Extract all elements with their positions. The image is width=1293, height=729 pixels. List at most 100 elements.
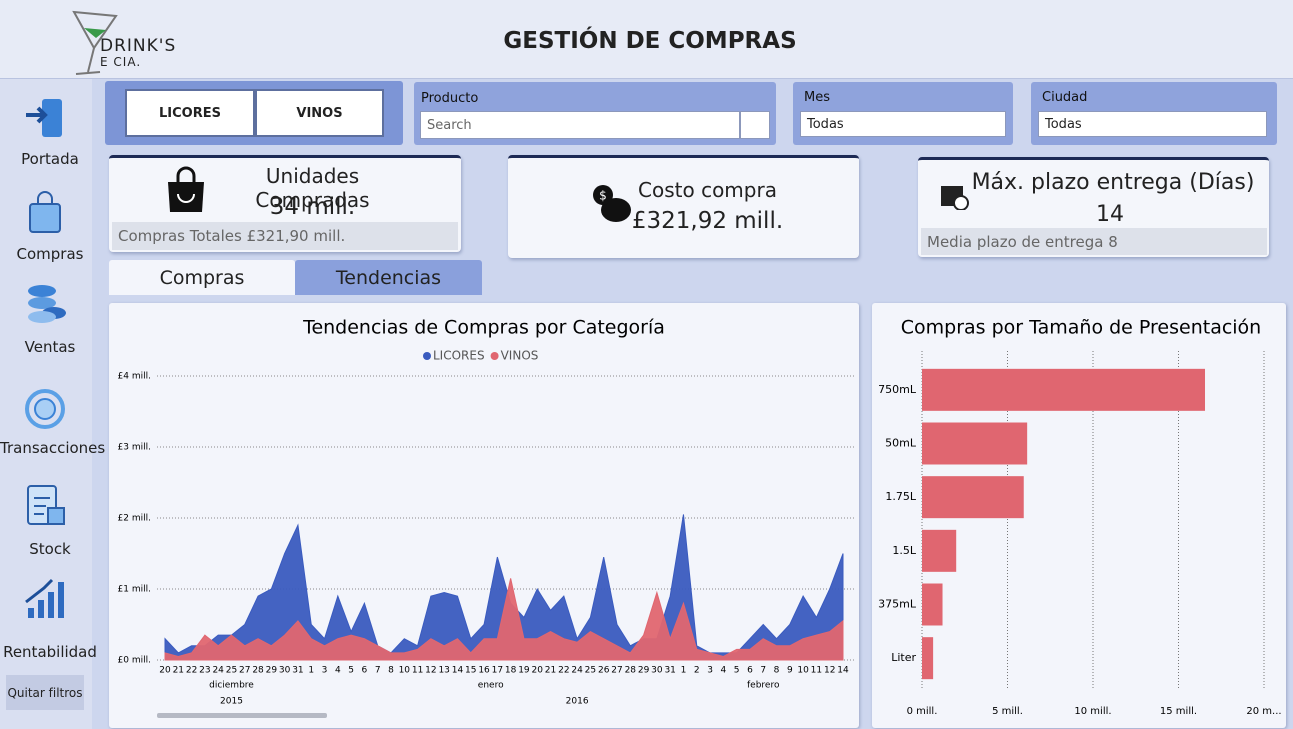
trend-chart: Tendencias de Compras por Categoría £0 m… (118, 317, 854, 718)
kpi-icon (168, 166, 204, 212)
clear-filters-button[interactable]: Quitar filtros (6, 675, 84, 710)
city-dropdown[interactable]: Todas (1038, 111, 1267, 137)
kpi-value: 34 mill. (269, 194, 356, 220)
x-tick-label: 27 (239, 666, 250, 676)
x-tick-label: 15 (465, 666, 476, 676)
y-tick-label: 375mL (878, 598, 917, 611)
year-label: 2015 (220, 697, 243, 707)
x-tick-label: 11 (811, 666, 822, 676)
x-tick-label: 25 (585, 666, 596, 676)
nav-icon (27, 485, 65, 525)
x-tick-label: 15 mill. (1160, 706, 1197, 717)
scrollbar[interactable] (157, 713, 327, 718)
bar (922, 368, 1206, 411)
x-tick-label: 9 (787, 666, 793, 676)
x-tick-label: 7 (375, 666, 381, 676)
legend-label: VINOS (501, 349, 539, 363)
y-tick-label: £4 mill. (118, 372, 151, 382)
nav-item[interactable]: Transacciones (0, 439, 106, 457)
month-label: febrero (747, 681, 780, 691)
y-tick-label: 1.75L (885, 490, 916, 503)
logo-text: DRINK'S (100, 36, 177, 56)
x-tick-label: 8 (388, 666, 394, 676)
x-tick-label: 7 (760, 666, 766, 676)
category-button[interactable]: VINOS (255, 89, 384, 137)
x-tick-label: 1 (308, 666, 314, 676)
logo-sub: E CIA. (100, 55, 142, 69)
nav-item[interactable]: Stock (29, 540, 71, 558)
search-box[interactable]: Search (420, 111, 740, 139)
x-tick-label: 30 (651, 666, 663, 676)
month-label: diciembre (209, 681, 254, 691)
x-tick-label: 29 (638, 666, 650, 676)
kpi-value: 14 (1096, 202, 1124, 227)
x-tick-label: 22 (558, 666, 569, 676)
page-title: GESTIÓN DE COMPRAS (503, 28, 797, 54)
y-tick-label: 1.5L (892, 544, 916, 557)
tab[interactable]: Compras (109, 260, 295, 295)
y-tick-label: 50mL (885, 437, 917, 450)
y-tick-label: £3 mill. (118, 443, 151, 453)
nav-item[interactable]: Portada (21, 150, 79, 168)
x-tick-label: 10 mill. (1074, 706, 1111, 717)
x-tick-label: 28 (625, 666, 637, 676)
x-tick-label: 20 (159, 666, 171, 676)
x-tick-label: 5 (348, 666, 354, 676)
x-tick-label: 28 (252, 666, 264, 676)
bar (922, 476, 1024, 519)
slicer-label: Mes (804, 90, 830, 105)
chart-title: Compras por Tamaño de Presentación (901, 317, 1261, 339)
kpi-title: Costo compra (638, 178, 777, 202)
svg-text:$: $ (599, 189, 607, 203)
legend-label: LICORES (433, 349, 485, 363)
kpi-title: Unidades Compradas (255, 164, 370, 212)
x-tick-label: 4 (720, 666, 726, 676)
month-dropdown[interactable]: Todas (800, 111, 1006, 137)
kpi-icon (941, 186, 969, 210)
kpi-icon: $ (593, 185, 631, 222)
x-tick-label: 21 (173, 666, 184, 676)
x-tick-label: 8 (774, 666, 780, 676)
x-tick-label: 24 (212, 666, 224, 676)
x-tick-label: 14 (837, 666, 849, 676)
x-tick-label: 3 (707, 666, 713, 676)
x-tick-label: 22 (186, 666, 197, 676)
x-tick-label: 21 (545, 666, 556, 676)
x-tick-label: 12 (425, 666, 436, 676)
x-tick-label: 1 (681, 666, 687, 676)
legend-swatch (423, 352, 431, 360)
x-tick-label: 10 (797, 666, 809, 676)
category-button[interactable]: LICORES (125, 89, 255, 137)
slicer-label: Producto (421, 91, 479, 106)
logo-glass (72, 10, 118, 75)
x-tick-label: 31 (664, 666, 675, 676)
header: DRINK'S E CIA. GESTIÓN DE COMPRAS (0, 0, 1293, 79)
x-tick-label: 16 (478, 666, 490, 676)
x-tick-label: 25 (226, 666, 237, 676)
nav-item[interactable]: Compras (16, 245, 84, 263)
size-chart: Compras por Tamaño de Presentación 0 mil… (878, 317, 1281, 718)
chart-title: Tendencias de Compras por Categoría (302, 317, 665, 339)
nav-item[interactable]: Ventas (24, 338, 76, 356)
x-tick-label: 6 (362, 666, 368, 676)
nav-item[interactable]: Rentabilidad (3, 643, 97, 661)
eraser-button[interactable] (740, 111, 770, 139)
x-tick-label: 2 (694, 666, 700, 676)
kpi-footnote: Compras Totales £321,90 mill. (112, 222, 458, 250)
x-tick-label: 19 (518, 666, 530, 676)
x-tick-label: 20 m... (1246, 706, 1281, 717)
bar (922, 422, 1028, 465)
y-tick-label: Liter (891, 651, 916, 664)
x-tick-label: 31 (292, 666, 303, 676)
nav-icon (25, 389, 65, 429)
x-tick-label: 10 (399, 666, 411, 676)
tab-active[interactable]: Tendencias (295, 260, 482, 295)
nav-icon (25, 578, 64, 618)
x-tick-label: 12 (824, 666, 835, 676)
x-tick-label: 5 (734, 666, 740, 676)
x-tick-label: 11 (412, 666, 423, 676)
x-tick-label: 6 (747, 666, 753, 676)
x-tick-label: 30 (279, 666, 291, 676)
x-tick-label: 23 (199, 666, 210, 676)
